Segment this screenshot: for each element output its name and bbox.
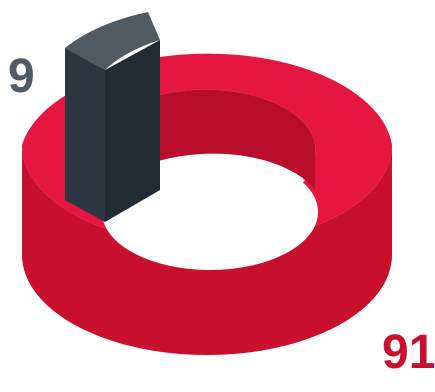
label-91: 91 <box>382 326 435 379</box>
segment-9-top <box>65 12 160 70</box>
segment-9-inner-face <box>105 40 160 222</box>
segment-9-side-face <box>65 48 105 128</box>
label-9: 9 <box>8 50 35 103</box>
